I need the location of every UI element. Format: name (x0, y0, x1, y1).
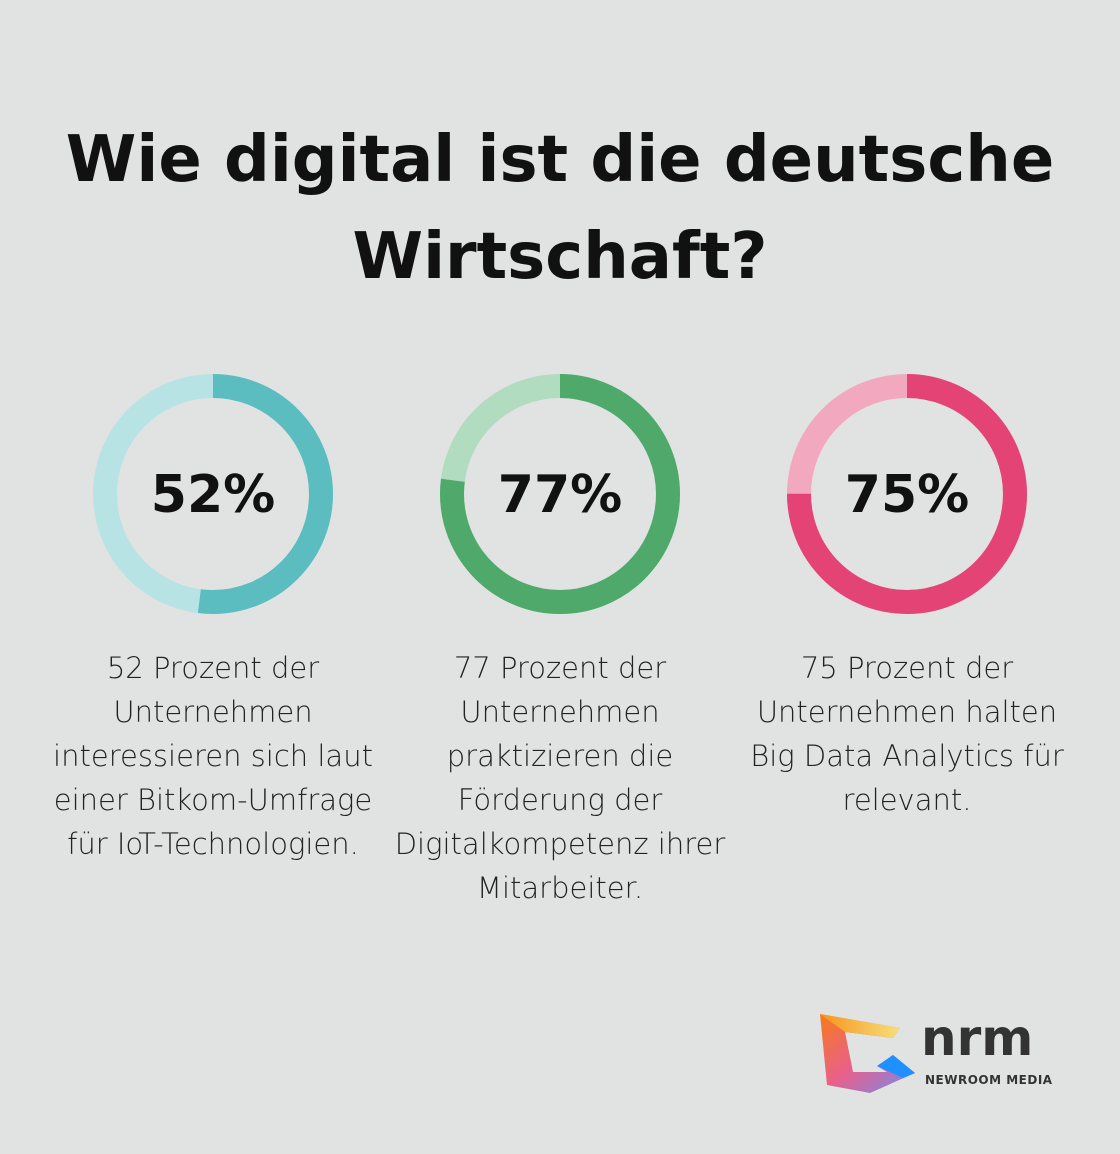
stat-description: 75 Prozent der Unternehmen halten Big Da… (750, 651, 1064, 817)
logo-subtitle: NEWROOM MEDIA (925, 1073, 1053, 1087)
donut-value-arc (787, 374, 1027, 614)
donut-value-arc (93, 374, 333, 614)
stat-card-big-data: 75% 75 Prozent der Unternehmen halten Bi… (737, 372, 1077, 822)
donut-percent-label: 52% (151, 465, 275, 525)
donut-percent-label: 77% (498, 465, 622, 525)
page-title: Wie digital ist die deutsche Wirtschaft? (65, 123, 1055, 294)
donut-percent-label: 75% (845, 465, 969, 525)
logo-mark-icon (820, 1014, 915, 1093)
newroom-media-logo: nrm NEWROOM MEDIA (815, 1010, 1075, 1100)
logo-wordmark: nrm (921, 1009, 1034, 1067)
donut-value-arc (440, 374, 680, 614)
stat-card-digitalkompetenz: 77% 77 Prozent der Unternehmen praktizie… (390, 372, 730, 910)
stat-description: 77 Prozent der Unternehmen praktizieren … (394, 651, 726, 905)
stat-card-iot: 52% 52 Prozent der Unternehmen interessi… (43, 372, 383, 866)
donut-chart-iot: 52% (93, 374, 333, 614)
stat-description: 52 Prozent der Unternehmen interessieren… (53, 651, 373, 861)
donut-chart-big-data: 75% (787, 374, 1027, 614)
donut-chart-digitalkompetenz: 77% (440, 374, 680, 614)
